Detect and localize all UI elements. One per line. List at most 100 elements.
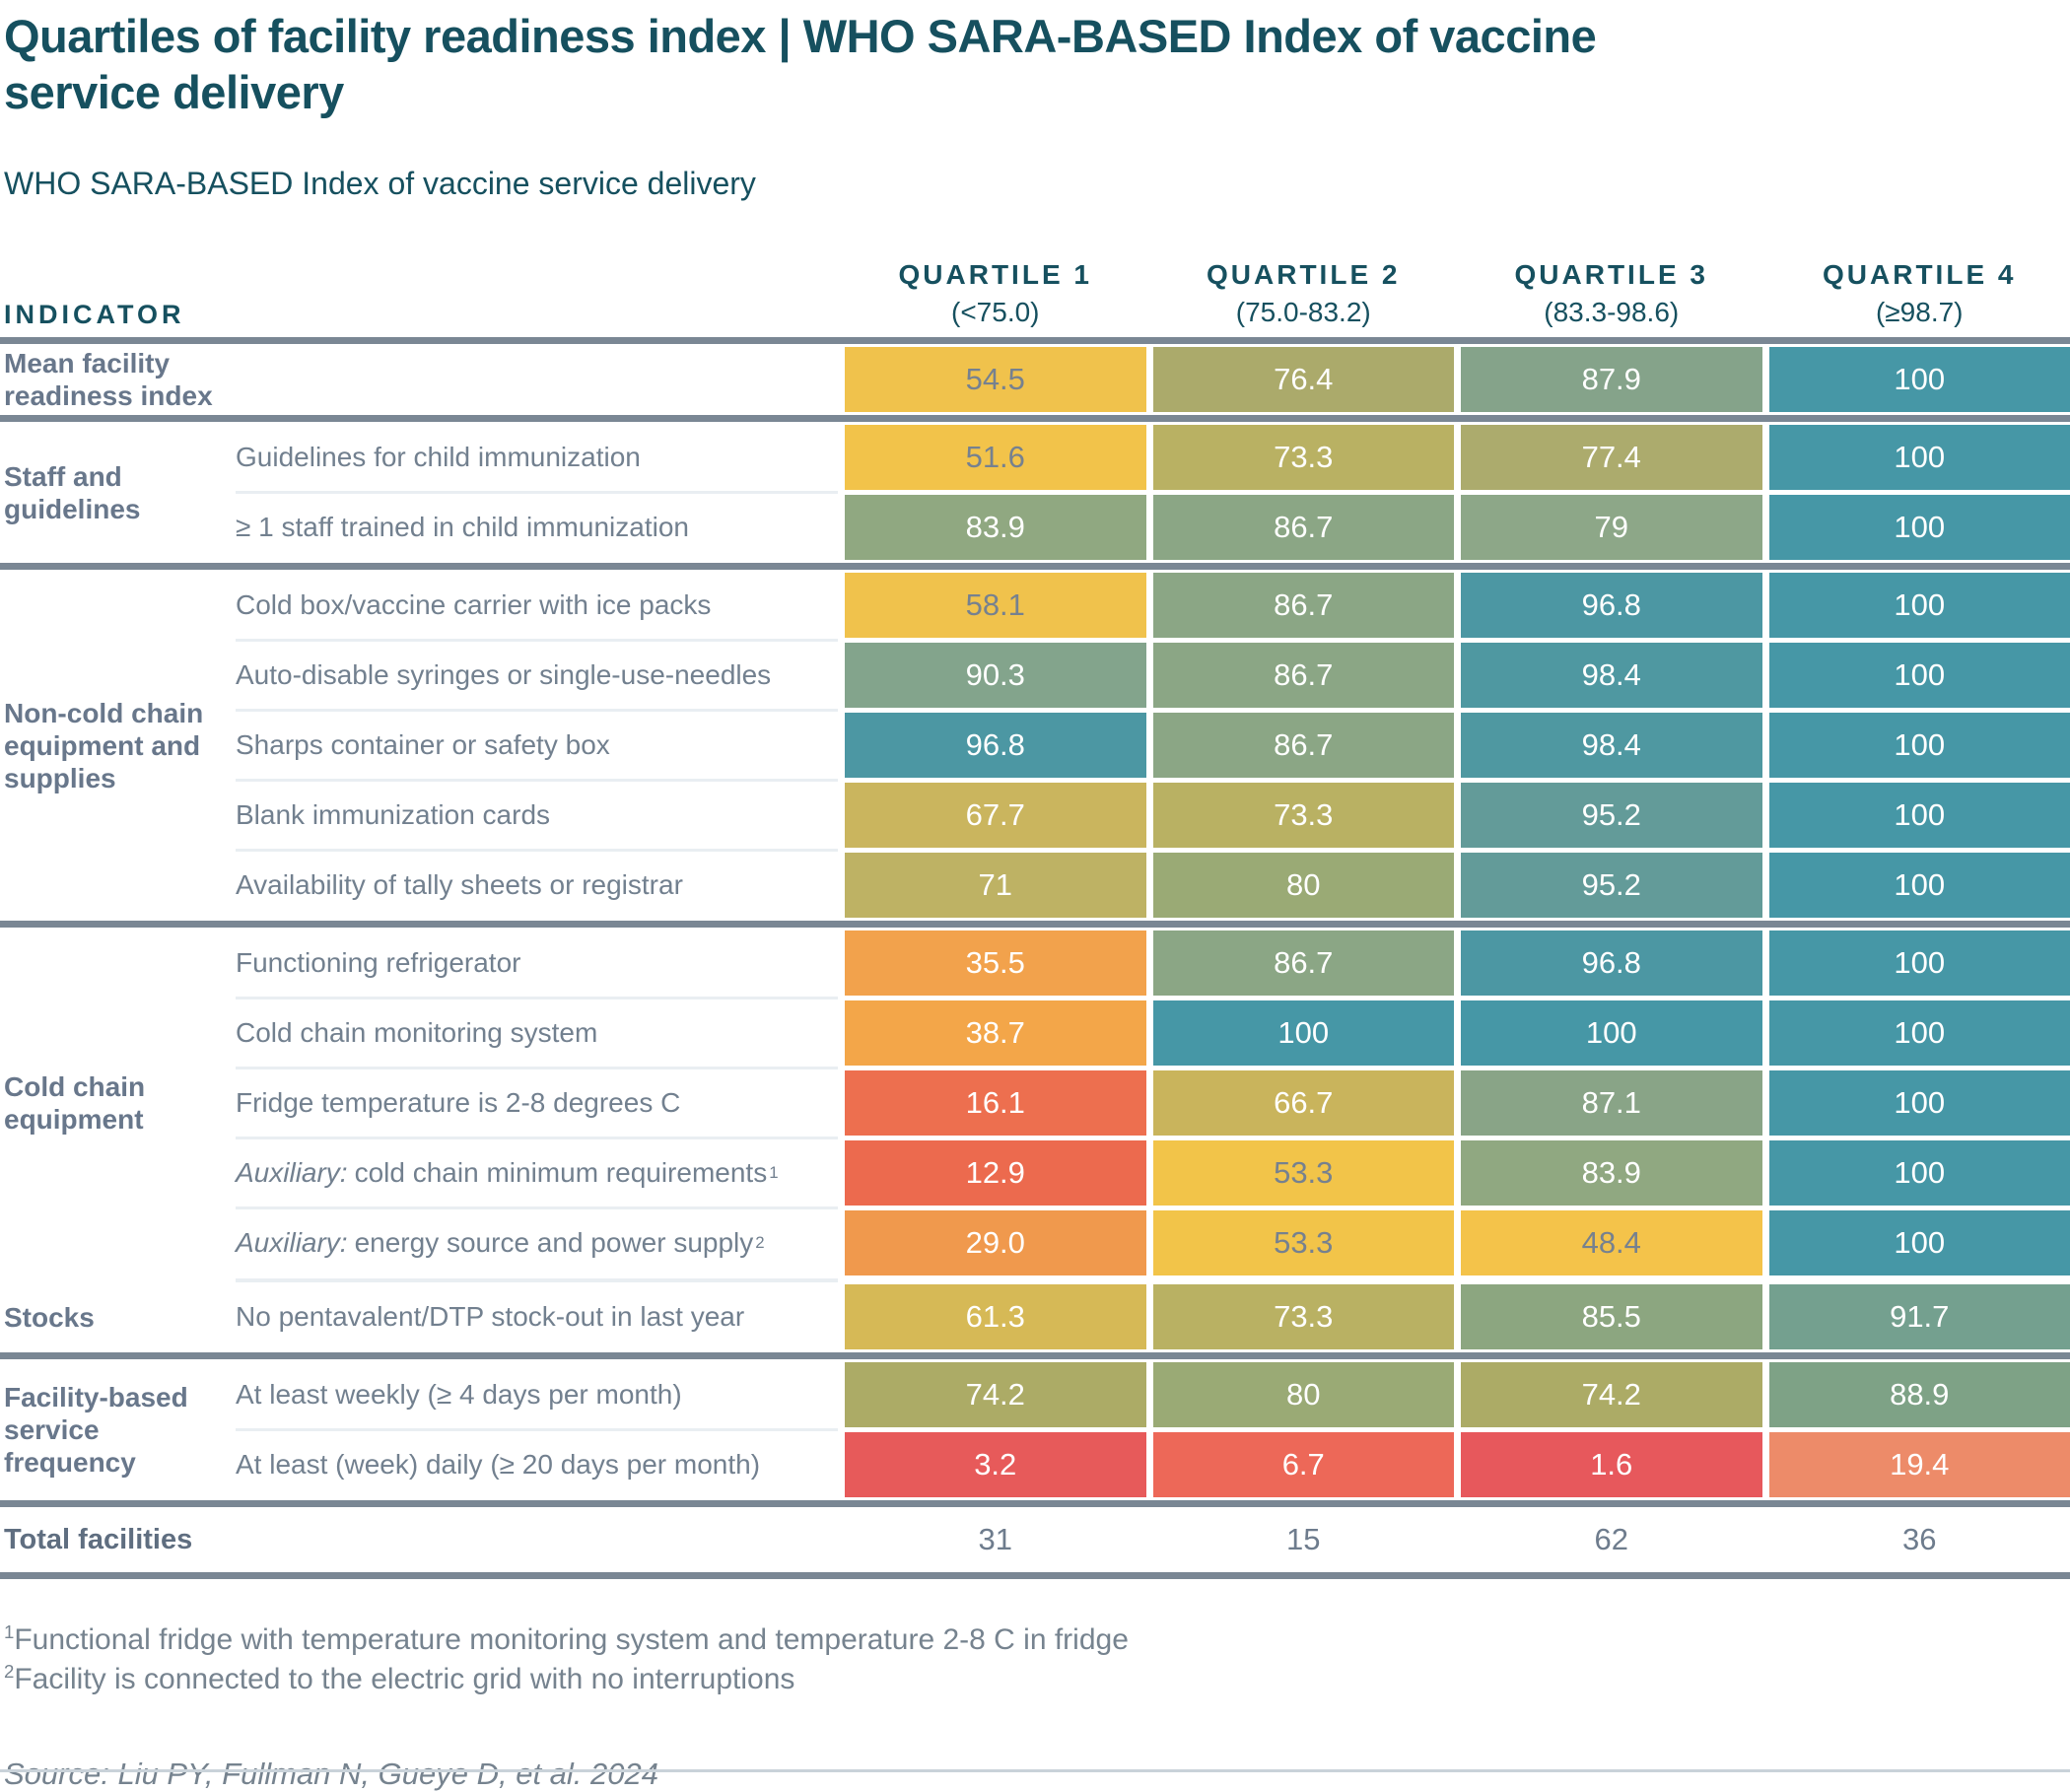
quartile-column-header: QUARTILE 3(83.3-98.6) xyxy=(1461,257,1762,334)
quartile-header-range: (83.3-98.6) xyxy=(1461,295,1762,330)
source-text: Source: Liu PY, Fullman N, Gueye D, et a… xyxy=(4,1757,2070,1792)
value-cell: 6.7 xyxy=(1153,1432,1455,1497)
row-separator xyxy=(236,638,2070,643)
table-header: INDICATOR QUARTILE 1(<75.0)QUARTILE 2(75… xyxy=(0,257,2070,334)
value-cell: 54.5 xyxy=(845,347,1146,412)
value-cell: 12.9 xyxy=(845,1140,1146,1206)
value-cell: 87.1 xyxy=(1461,1070,1762,1136)
value-cell: 83.9 xyxy=(845,495,1146,560)
value-cell: 1.6 xyxy=(1461,1432,1762,1497)
value-cell: 48.4 xyxy=(1461,1210,1762,1275)
value-cell: 83.9 xyxy=(1461,1140,1762,1206)
row-separator xyxy=(236,1206,2070,1210)
indicator-label: Blank immunization cards xyxy=(236,783,838,848)
group-label: Facility-based service frequency xyxy=(0,1362,229,1497)
value-cell: 96.8 xyxy=(1461,930,1762,996)
value-cell: 61.3 xyxy=(845,1284,1146,1349)
total-facilities-value: 31 xyxy=(845,1522,1146,1557)
total-facilities-label: Total facilities xyxy=(0,1524,838,1556)
value-cell: 88.9 xyxy=(1769,1362,2070,1427)
value-cell: 96.8 xyxy=(1461,573,1762,638)
value-cell: 86.7 xyxy=(1153,643,1455,708)
value-cell: 100 xyxy=(1769,1070,2070,1136)
value-cell: 74.2 xyxy=(1461,1362,1762,1427)
indicator-row: Availability of tally sheets or registra… xyxy=(236,853,2070,918)
group-separator xyxy=(0,1500,2070,1507)
value-cell: 80 xyxy=(1153,853,1455,918)
indicator-label: No pentavalent/DTP stock-out in last yea… xyxy=(236,1284,838,1349)
value-cell: 38.7 xyxy=(845,1000,1146,1066)
group-separator xyxy=(0,921,2070,928)
indicator-row: No pentavalent/DTP stock-out in last yea… xyxy=(236,1284,2070,1349)
row-separator xyxy=(236,848,2070,853)
quartile-column-header: QUARTILE 1(<75.0) xyxy=(845,257,1146,334)
group-separator xyxy=(0,1275,2070,1284)
group-separator xyxy=(0,1352,2070,1359)
group-separator xyxy=(0,563,2070,570)
value-cell: 35.5 xyxy=(845,930,1146,996)
value-cell: 53.3 xyxy=(1153,1210,1455,1275)
value-cell: 91.7 xyxy=(1769,1284,2070,1349)
indicator-label: Guidelines for child immunization xyxy=(236,425,838,490)
value-cell: 79 xyxy=(1461,495,1762,560)
title-line: Quartiles of facility readiness index | … xyxy=(4,8,2070,64)
value-cell: 100 xyxy=(1769,853,2070,918)
indicator-row: At least (week) daily (≥ 20 days per mon… xyxy=(236,1432,2070,1497)
group-label: Non-cold chain equipment and supplies xyxy=(0,573,229,918)
indicator-label: Auxiliary:cold chain minimum requirement… xyxy=(236,1140,838,1206)
value-cell: 77.4 xyxy=(1461,425,1762,490)
indicator-label: Functioning refrigerator xyxy=(236,930,838,996)
indicator-label: ≥ 1 staff trained in child immunization xyxy=(236,495,838,560)
value-cell: 29.0 xyxy=(845,1210,1146,1275)
indicator-label: Availability of tally sheets or registra… xyxy=(236,853,838,918)
value-cell: 96.8 xyxy=(845,713,1146,778)
group-label: Mean facility readiness index xyxy=(0,347,229,412)
indicator-label: Cold chain monitoring system xyxy=(236,1000,838,1066)
value-cell: 71 xyxy=(845,853,1146,918)
value-cell: 86.7 xyxy=(1153,573,1455,638)
value-cell: 80 xyxy=(1153,1362,1455,1427)
value-cell: 86.7 xyxy=(1153,713,1455,778)
quartile-header-range: (<75.0) xyxy=(845,295,1146,330)
value-cell: 86.7 xyxy=(1153,930,1455,996)
footnote: 1Functional fridge with temperature moni… xyxy=(4,1620,2070,1660)
value-cell: 100 xyxy=(1153,1000,1455,1066)
total-facilities-value: 62 xyxy=(1461,1522,1762,1557)
value-cell: 98.4 xyxy=(1461,713,1762,778)
indicator-label: Fridge temperature is 2-8 degrees C xyxy=(236,1070,838,1136)
value-cell: 74.2 xyxy=(845,1362,1146,1427)
header-rule xyxy=(0,337,2070,344)
table-bottom-rule xyxy=(0,1572,2070,1579)
title-line: service delivery xyxy=(4,64,2070,120)
group-separator xyxy=(0,415,2070,422)
value-cell: 19.4 xyxy=(1769,1432,2070,1497)
value-cell: 95.2 xyxy=(1461,853,1762,918)
indicator-label: Sharps container or safety box xyxy=(236,713,838,778)
value-cell: 73.3 xyxy=(1153,1284,1455,1349)
figure-title: Quartiles of facility readiness index | … xyxy=(4,8,2070,120)
row-separator xyxy=(236,996,2070,1000)
value-cell: 87.9 xyxy=(1461,347,1762,412)
value-cell: 86.7 xyxy=(1153,495,1455,560)
footnotes: 1Functional fridge with temperature moni… xyxy=(4,1620,2070,1699)
quartile-header-label: QUARTILE 1 xyxy=(845,257,1146,293)
quartile-header-range: (75.0-83.2) xyxy=(1153,295,1455,330)
value-cell: 100 xyxy=(1769,495,2070,560)
